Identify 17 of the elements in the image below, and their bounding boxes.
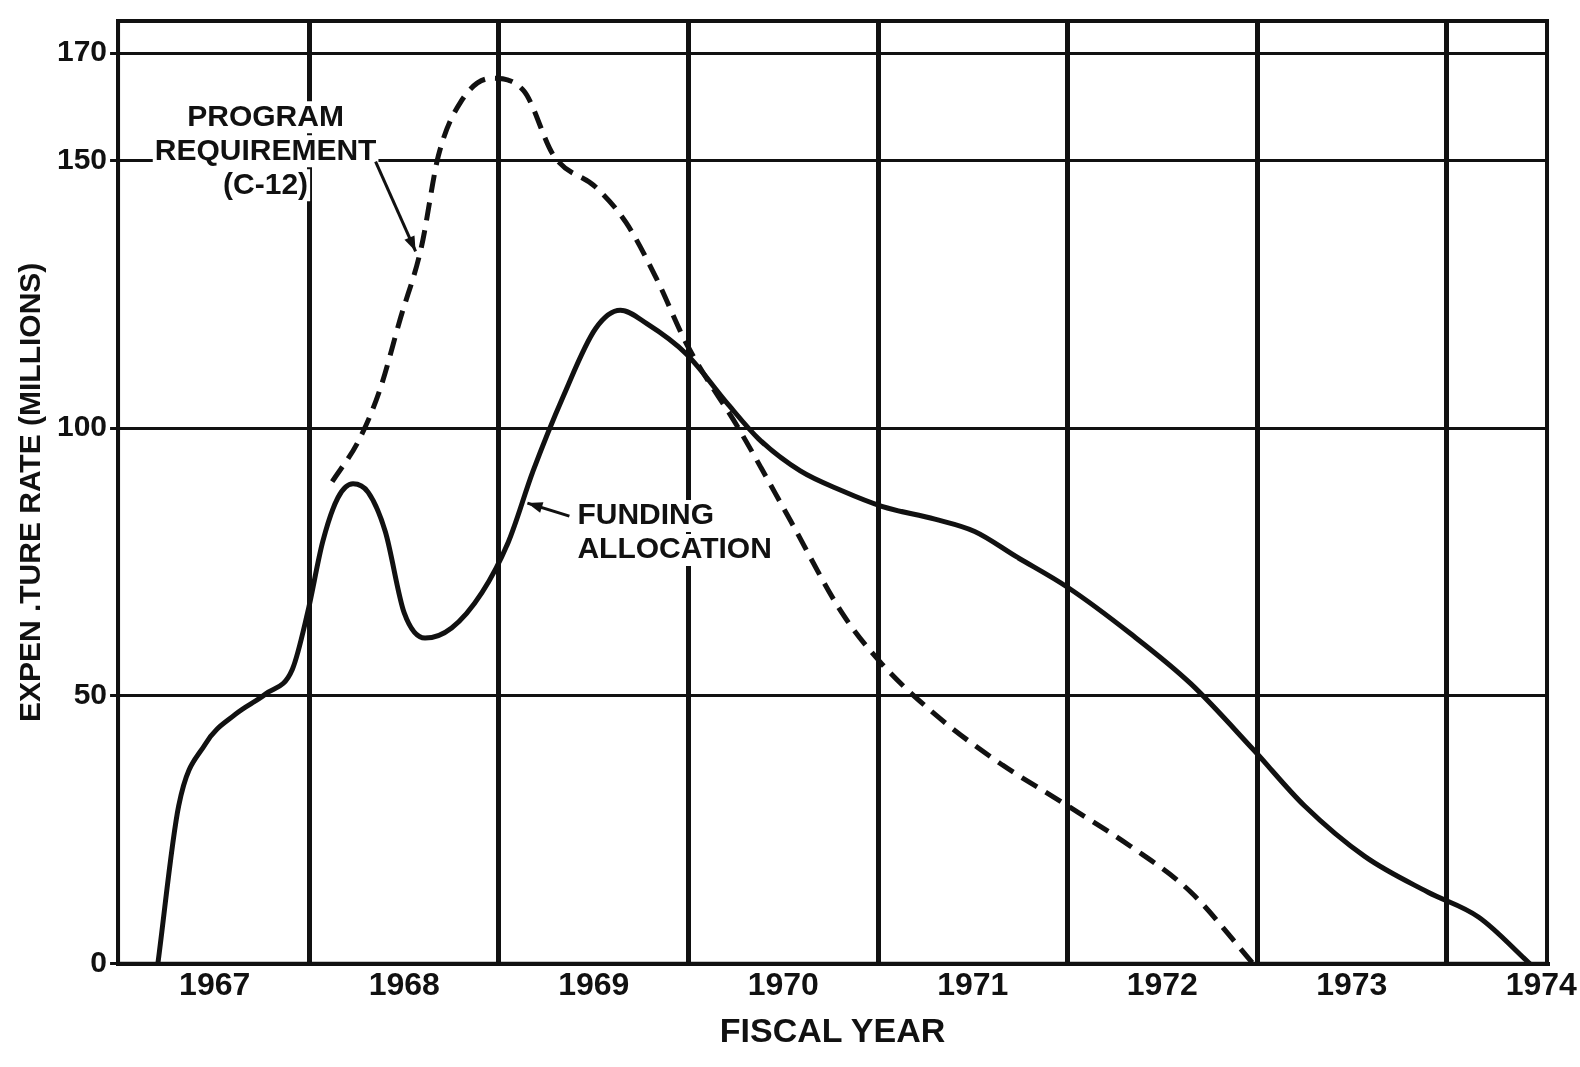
y-tick-label: 0: [90, 945, 108, 979]
x-axis-title: FISCAL YEAR: [719, 1010, 946, 1049]
y-tick-label: 170: [56, 34, 108, 68]
y-tick-label: 150: [56, 141, 108, 175]
x-tick-label: 1974: [1505, 965, 1578, 1002]
x-tick-label: 1971: [937, 965, 1009, 1002]
x-tick-label: 1973: [1316, 965, 1388, 1002]
annotation: PROGRAM REQUIREMENT (C-12): [154, 98, 377, 200]
x-tick-label: 1969: [558, 965, 630, 1002]
x-tick-label: 1968: [368, 965, 440, 1002]
x-tick-label: 1967: [179, 965, 251, 1002]
y-tick-label: 100: [56, 409, 108, 443]
annotation: FUNDING ALLOCATION: [577, 497, 772, 565]
x-tick-label: 1972: [1126, 965, 1198, 1002]
x-tick-label: 1970: [747, 965, 819, 1002]
y-tick-label: 50: [73, 677, 108, 711]
y-axis-title: EXPEN .TURE RATE (MILLIONS): [13, 262, 47, 723]
